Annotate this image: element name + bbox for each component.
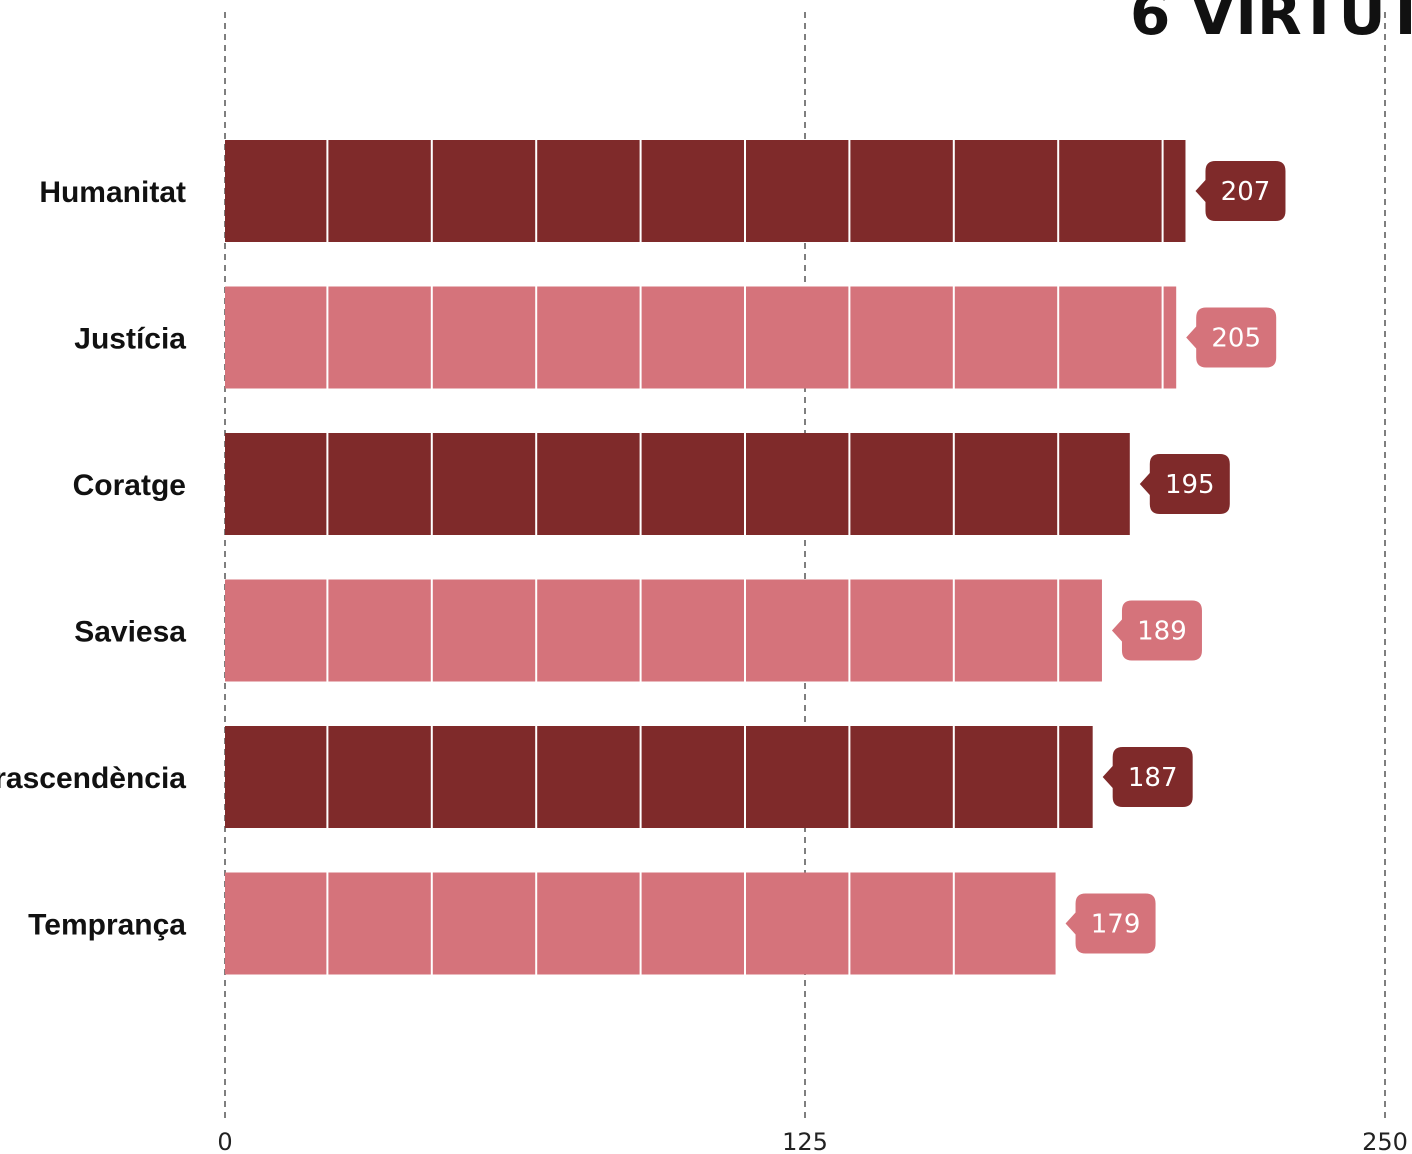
category-label: Humanitat (39, 176, 186, 209)
bar-group: 207 (225, 140, 1286, 242)
gridlines (224, 12, 1386, 1118)
value-callout (1186, 307, 1277, 368)
bar (225, 726, 1093, 828)
bar (225, 286, 1177, 389)
value-callout (1102, 747, 1193, 807)
bar-group: 189 (225, 579, 1202, 682)
category-label: Coratge (73, 469, 186, 502)
chart-title: 6 VIRTUT (1130, 0, 1412, 48)
value-callout (1111, 600, 1202, 661)
category-label: Temprança (28, 909, 186, 942)
bar-group: 195 (225, 433, 1230, 535)
bar-group: 179 (225, 872, 1156, 975)
value-label: 189 (1137, 617, 1187, 647)
value-callout (1139, 454, 1230, 514)
value-callout (1195, 161, 1286, 221)
x-tick-label: 250 (1362, 1128, 1408, 1154)
bars: 207 205 195 189 187 179 (225, 140, 1286, 975)
category-label: Justícia (74, 323, 186, 356)
value-label: 187 (1128, 763, 1178, 793)
value-label: 207 (1221, 177, 1271, 207)
value-label: 179 (1091, 910, 1141, 940)
value-label: 195 (1165, 470, 1215, 500)
category-labels: Humanitat Justícia Coratge Saviesa Trascendè… (0, 176, 186, 942)
value-callout (1065, 893, 1156, 954)
x-axis-ticks: 0 125 250 (217, 1128, 1408, 1154)
bar (225, 433, 1130, 535)
x-tick-label: 0 (217, 1128, 232, 1154)
bar (225, 579, 1102, 682)
category-label: Trascendència (0, 762, 186, 795)
x-tick-label: 125 (782, 1128, 828, 1154)
bar-group: 205 (225, 286, 1277, 389)
bar (225, 140, 1186, 242)
bar-group: 187 (225, 726, 1193, 828)
category-label: Saviesa (74, 616, 186, 649)
value-label: 205 (1211, 324, 1261, 354)
